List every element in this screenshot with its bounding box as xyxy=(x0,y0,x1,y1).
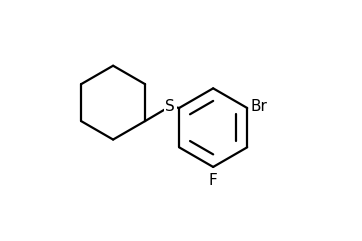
Text: S: S xyxy=(165,99,175,114)
Text: Br: Br xyxy=(250,99,267,114)
Text: F: F xyxy=(209,173,218,188)
